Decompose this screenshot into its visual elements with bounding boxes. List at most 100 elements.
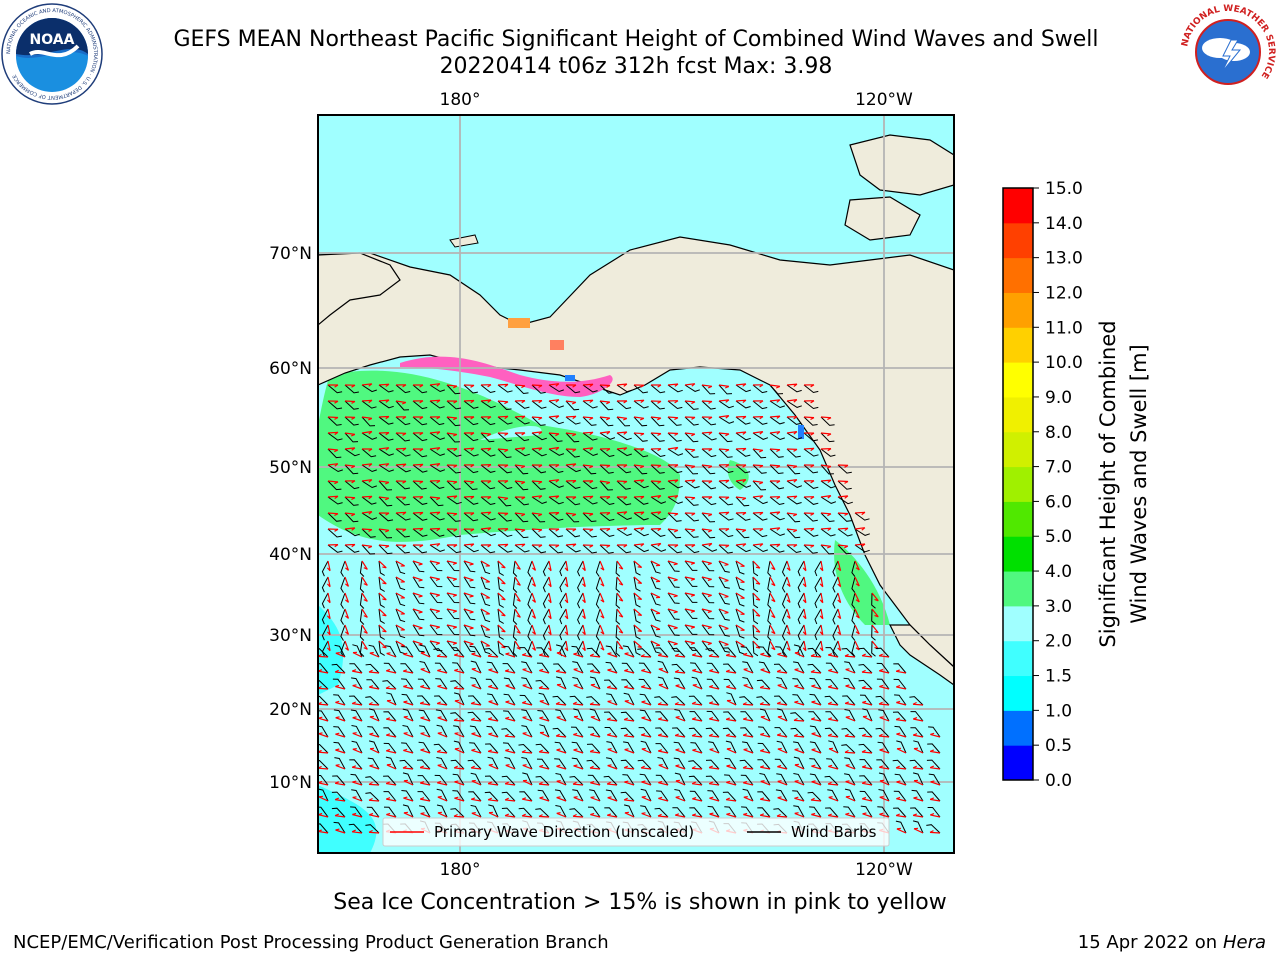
wave-direction-arrow	[811, 684, 822, 690]
wind-barb	[837, 464, 852, 474]
wind-barb	[752, 448, 767, 459]
wind-barb	[480, 400, 496, 409]
wave-direction-arrow	[641, 716, 652, 722]
wave-direction-arrow	[531, 400, 543, 404]
wave-direction-arrow	[471, 667, 482, 674]
wave-direction-arrow	[896, 827, 907, 834]
wind-barb	[435, 709, 448, 722]
wave-direction-arrow	[641, 700, 652, 706]
wave-direction-arrow	[726, 780, 737, 786]
wind-barb	[909, 696, 924, 706]
wave-direction-arrow	[344, 496, 356, 501]
wind-barb	[565, 544, 581, 553]
wave-direction-arrow	[318, 795, 329, 802]
wind-barb	[892, 759, 907, 770]
wave-direction-arrow	[504, 781, 516, 786]
wave-direction-arrow	[633, 608, 643, 616]
colorbar-frame	[1002, 187, 1034, 781]
wind-barb	[633, 384, 648, 394]
wave-direction-arrow	[701, 528, 713, 533]
wind-barb	[654, 696, 669, 706]
wave-direction-arrow	[463, 399, 475, 404]
wind-barb	[599, 480, 613, 491]
wind-barb	[814, 560, 822, 577]
wave-direction-arrow	[667, 416, 679, 421]
wave-direction-arrow	[378, 576, 387, 585]
wind-barb	[318, 774, 329, 786]
wave-direction-arrow	[352, 732, 363, 738]
wave-direction-arrow	[735, 560, 745, 567]
wave-direction-arrow	[896, 796, 907, 802]
wind-barb	[527, 576, 533, 593]
wave-direction-arrow	[827, 685, 839, 690]
wind-barb	[757, 759, 771, 770]
wind-barb	[412, 400, 428, 410]
wave-direction-arrow	[633, 543, 645, 547]
wave-direction-arrow	[327, 448, 339, 453]
wind-barb	[535, 775, 550, 786]
wind-barb	[412, 640, 425, 653]
wind-barb	[809, 725, 822, 738]
wind-barb	[851, 560, 856, 577]
wind-barb	[436, 788, 448, 802]
lat-tick: 10°N	[269, 773, 312, 793]
wind-barb	[497, 560, 504, 576]
wind-barb	[807, 647, 822, 658]
wave-direction-arrow	[718, 576, 729, 582]
wind-barb	[318, 759, 329, 770]
wave-direction-arrow	[378, 528, 390, 533]
wave-direction-arrow	[650, 592, 661, 599]
wave-direction-arrow	[820, 512, 832, 517]
wave-direction-arrow	[633, 560, 643, 568]
wave-direction-arrow	[896, 685, 907, 690]
wave-direction-arrow	[794, 780, 805, 786]
wave-direction-arrow	[769, 527, 781, 531]
wind-barb	[565, 496, 581, 506]
wave-height-map: Primary Wave Direction (unscaled) Wind B…	[269, 90, 955, 880]
wave-direction-arrow	[752, 416, 764, 420]
wind-barb	[797, 560, 805, 577]
wind-barb	[859, 694, 873, 706]
wind-barb	[667, 528, 682, 539]
wind-barb	[667, 640, 680, 652]
wave-direction-arrow	[633, 384, 645, 388]
wind-barb	[684, 528, 699, 538]
wave-direction-arrow	[701, 464, 713, 469]
wave-direction-arrow	[582, 399, 594, 403]
wave-direction-arrow	[760, 780, 771, 786]
wind-barb	[735, 560, 745, 575]
wave-direction-arrow	[769, 624, 776, 635]
wave-direction-arrow	[879, 779, 890, 786]
wave-direction-arrow	[335, 732, 346, 738]
wave-direction-arrow	[675, 684, 686, 690]
wave-direction-arrow	[837, 480, 849, 484]
wind-barb	[826, 758, 839, 770]
wave-direction-arrow	[871, 592, 879, 602]
wind-barb	[809, 773, 822, 786]
wind-barb	[586, 647, 601, 658]
wind-barb	[844, 773, 856, 786]
wind-barb	[446, 544, 462, 554]
wave-direction-arrow	[589, 669, 601, 674]
wave-direction-arrow	[395, 511, 407, 516]
wave-direction-arrow	[514, 432, 526, 436]
wave-direction-arrow	[786, 448, 798, 452]
wind-barb	[344, 432, 359, 443]
wind-barb	[735, 464, 751, 474]
colorbar-label-wrap: Wind Waves and Swell [m]	[1127, 344, 1151, 624]
wave-direction-arrow	[913, 827, 924, 834]
wind-barb	[497, 432, 512, 442]
wind-barb	[487, 756, 499, 770]
wave-direction-arrow	[794, 796, 805, 802]
wind-barb	[650, 528, 666, 537]
wave-direction-arrow	[718, 464, 730, 468]
wave-direction-arrow	[684, 624, 695, 629]
wind-barb	[769, 464, 784, 475]
wind-barb	[832, 624, 839, 641]
wind-barb	[480, 416, 496, 426]
wave-direction-arrow	[845, 668, 856, 674]
wind-barb	[531, 544, 547, 554]
wind-barb	[587, 774, 601, 786]
wave-direction-arrow	[361, 495, 373, 500]
wave-direction-arrow	[327, 463, 339, 467]
